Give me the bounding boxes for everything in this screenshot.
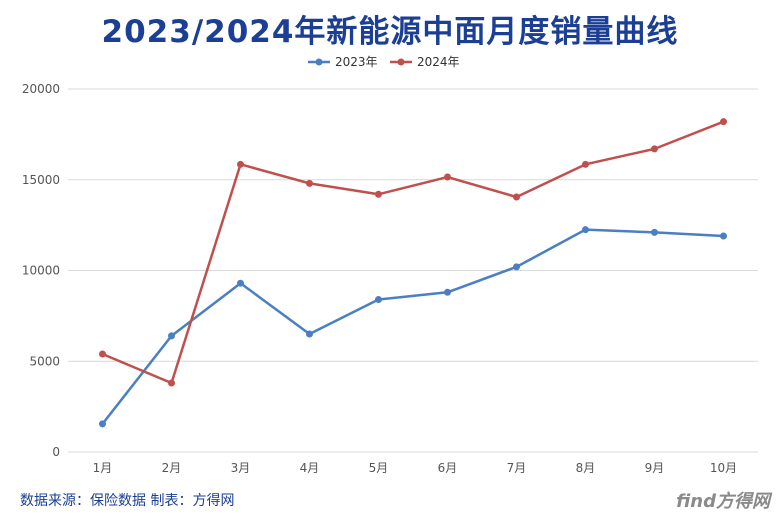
x-tick-label: 8月 xyxy=(576,461,596,475)
x-tick-label: 7月 xyxy=(507,461,527,475)
legend-marker xyxy=(397,58,405,66)
legend-marker xyxy=(315,58,323,66)
data-point xyxy=(582,226,589,234)
data-point xyxy=(651,228,658,236)
data-point xyxy=(306,330,313,338)
data-point xyxy=(237,160,244,168)
data-point xyxy=(720,232,727,240)
data-point xyxy=(444,288,451,296)
data-point xyxy=(582,160,589,168)
data-point xyxy=(513,193,520,201)
legend-label: 2024年 xyxy=(417,55,460,69)
x-tick-label: 5月 xyxy=(369,461,389,475)
x-tick-label: 6月 xyxy=(438,461,458,475)
data-point xyxy=(444,173,451,181)
y-tick-label: 15000 xyxy=(22,173,60,187)
data-point xyxy=(168,332,175,340)
x-tick-label: 10月 xyxy=(710,461,737,475)
x-axis: 1月 2月 3月 4月 5月 6月 7月 8月 9月 10月 xyxy=(93,461,737,475)
x-tick-label: 2月 xyxy=(162,461,182,475)
x-tick-label: 9月 xyxy=(645,461,665,475)
data-point xyxy=(99,350,106,358)
y-tick-label: 5000 xyxy=(29,354,60,368)
series-group xyxy=(99,118,727,428)
data-point xyxy=(375,190,382,198)
data-point xyxy=(168,379,175,387)
y-tick-label: 10000 xyxy=(22,264,60,278)
y-tick-label: 0 xyxy=(52,445,60,459)
gridlines xyxy=(68,88,758,453)
legend-label: 2023年 xyxy=(335,55,378,69)
data-point xyxy=(513,263,520,271)
data-point xyxy=(720,118,727,126)
x-tick-label: 1月 xyxy=(93,461,113,475)
data-point xyxy=(99,420,106,428)
x-tick-label: 3月 xyxy=(231,461,251,475)
series-line-1 xyxy=(101,228,724,425)
brand-watermark: find方得网 xyxy=(676,491,770,512)
x-tick-label: 4月 xyxy=(300,461,320,475)
data-point xyxy=(306,179,313,187)
data-point xyxy=(237,279,244,287)
legend: 2023年 2024年 xyxy=(308,55,460,69)
data-source-note: 数据来源：保险数据 制表：方得网 xyxy=(20,493,235,509)
data-point xyxy=(651,145,658,153)
series-line-2 xyxy=(102,120,724,385)
y-axis: 0 5000 10000 15000 20000 xyxy=(22,82,60,459)
data-point xyxy=(375,296,382,304)
y-tick-label: 20000 xyxy=(22,82,60,96)
chart-title: 2023/2024年新能源中面月度销量曲线 xyxy=(101,14,679,50)
